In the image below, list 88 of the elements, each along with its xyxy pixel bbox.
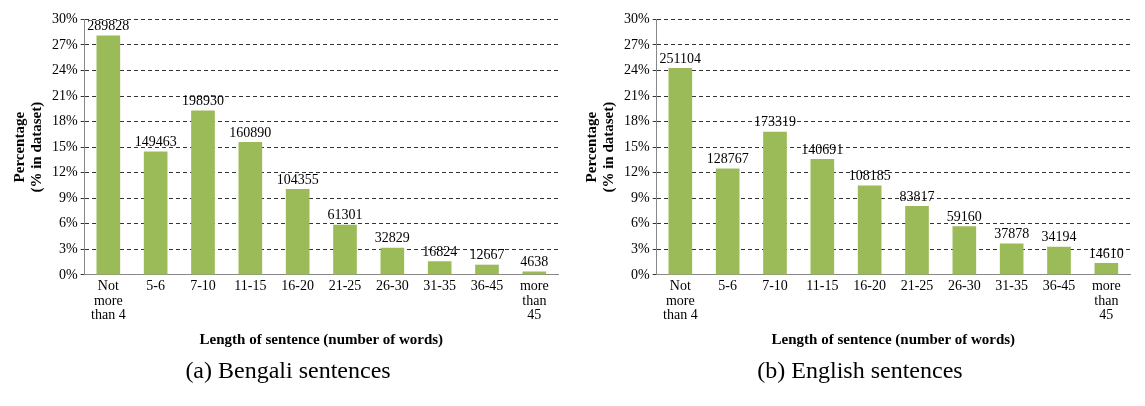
x-tick-label: 11-15 (806, 277, 839, 293)
annotation: 4638 (520, 254, 549, 270)
annotation: 32829 (374, 230, 410, 246)
annotation: 12667 (469, 247, 505, 263)
y-tick-label: 3% (58, 241, 78, 257)
x-axis-title: Length of sentence (number of words) (771, 330, 1016, 348)
x-tick-label: Not more than 4 (663, 277, 698, 323)
x-tick-label: more than 45 (519, 277, 549, 323)
bar (999, 243, 1024, 275)
bar (1094, 262, 1119, 275)
bar (763, 131, 787, 275)
y-tick-label: 15% (51, 138, 78, 154)
x-tick-label: 31-35 (423, 277, 456, 293)
bar (285, 188, 310, 275)
annotation: 37878 (994, 226, 1030, 242)
annotation: 173319 (754, 114, 796, 130)
bar (668, 67, 693, 275)
y-tick-label: 21% (623, 87, 650, 103)
bar (905, 205, 929, 275)
y-axis-title: Percentage (% in dataset) (11, 101, 45, 193)
x-tick-label: 7-10 (762, 277, 788, 293)
annotation: 251104 (659, 50, 702, 66)
x-tick-label: 11-15 (234, 277, 267, 293)
annotation: 83817 (899, 188, 935, 204)
annotation: 14610 (1088, 245, 1124, 261)
y-tick-label: 24% (623, 62, 650, 78)
bar (191, 110, 215, 275)
annotation: 128767 (706, 151, 749, 167)
annotation: 160890 (229, 124, 272, 140)
annotation: 16824 (422, 243, 458, 259)
x-tick-label: 21-25 (900, 277, 934, 293)
annotation: 61301 (327, 207, 363, 223)
y-tick-label: 12% (51, 164, 78, 180)
annotation: 34194 (1041, 229, 1077, 245)
bar (952, 226, 977, 275)
y-tick-label: 12% (623, 164, 650, 180)
y-tick-label: 0% (58, 266, 78, 282)
x-tick-label: 21-25 (328, 277, 362, 293)
text: (b) English sentences (757, 357, 963, 384)
y-tick-label: 6% (58, 215, 78, 231)
y-tick-label: 6% (630, 215, 650, 231)
x-axis-title: Length of sentence (number of words) (199, 330, 444, 348)
x-tick-label: Not more than 4 (91, 277, 126, 323)
y-tick-label: 21% (51, 87, 78, 103)
x-tick-label: 36-45 (470, 277, 504, 293)
annotation: 198930 (182, 93, 224, 109)
annotation: 59160 (946, 209, 982, 225)
y-axis-title: Percentage (% in dataset) (583, 101, 617, 193)
y-tick-label: 3% (630, 241, 650, 257)
bar (96, 35, 121, 275)
annotation: 140691 (801, 141, 844, 157)
annotation: 104355 (276, 171, 319, 187)
x-tick-label: 26-30 (948, 277, 981, 293)
x-tick-label: 16-20 (281, 277, 314, 293)
annotation: 149463 (134, 134, 177, 150)
y-tick-label: 30% (623, 11, 650, 27)
x-tick-label: 36-45 (1042, 277, 1076, 293)
x-tick-label: 31-35 (995, 277, 1028, 293)
y-tick-label: 9% (58, 189, 78, 205)
y-tick-label: 18% (623, 113, 650, 129)
x-tick-label: 5-6 (718, 277, 737, 293)
y-tick-label: 0% (630, 266, 650, 282)
annotation: 108185 (848, 168, 891, 184)
bar (857, 185, 882, 275)
bar (427, 261, 452, 275)
x-tick-label: 7-10 (190, 277, 216, 293)
bar (522, 271, 547, 275)
bar (380, 247, 405, 275)
y-tick-label: 15% (623, 138, 650, 154)
x-tick-label: 5-6 (146, 277, 165, 293)
y-tick-label: 27% (51, 36, 78, 52)
y-tick-label: 24% (51, 62, 78, 78)
text: (a) Bengali sentences (185, 357, 391, 384)
x-tick-label: 16-20 (853, 277, 886, 293)
x-tick-label: 26-30 (376, 277, 409, 293)
bar (475, 264, 499, 275)
bar (715, 168, 740, 275)
y-tick-label: 18% (51, 113, 78, 129)
bar (333, 224, 357, 275)
bar (1047, 246, 1071, 275)
y-tick-label: 30% (51, 11, 78, 27)
y-tick-label: 27% (623, 36, 650, 52)
x-tick-label: more than 45 (1091, 277, 1121, 323)
bar (143, 151, 168, 275)
bar (238, 142, 263, 275)
bar (810, 159, 835, 275)
annotation: 289828 (87, 18, 130, 34)
y-tick-label: 9% (630, 189, 650, 205)
